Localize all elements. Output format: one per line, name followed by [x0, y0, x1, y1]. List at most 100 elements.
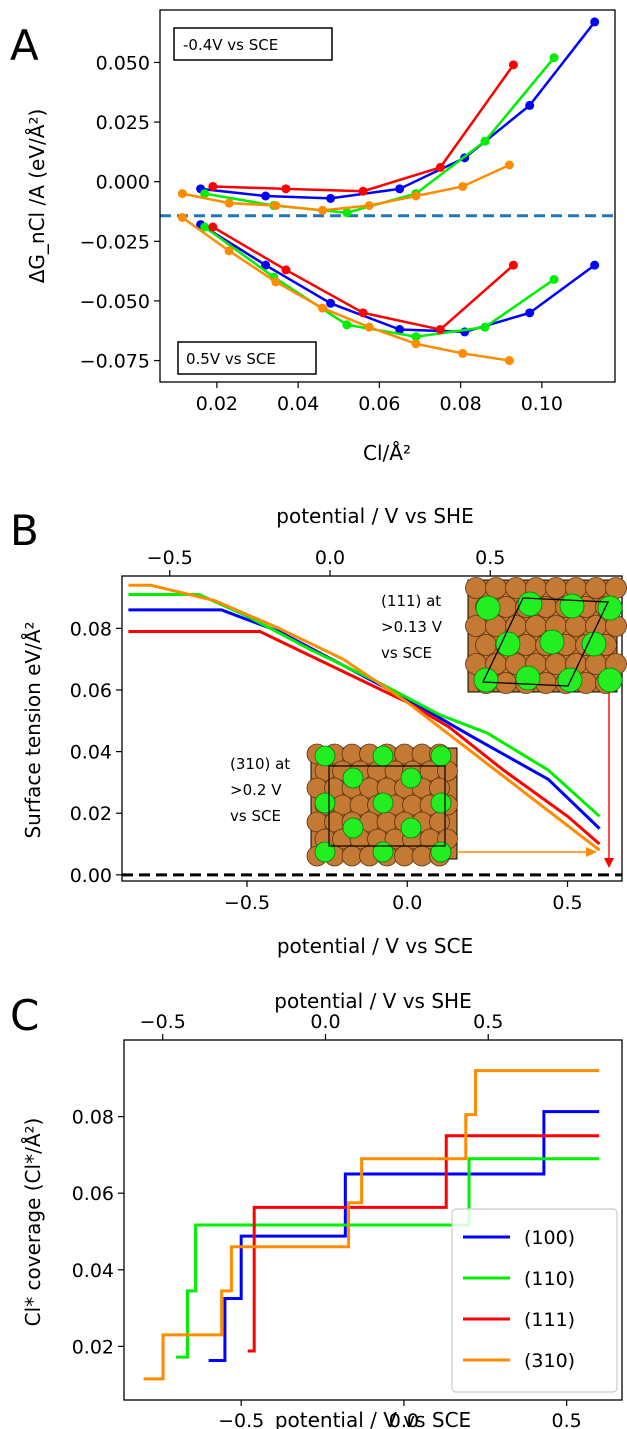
- series-line-111-neg: [212, 64, 515, 193]
- y-tick-label: 0.00: [70, 865, 112, 887]
- data-point: [395, 184, 405, 194]
- cl-atom: [430, 841, 452, 863]
- x-tick-label: 0.08: [439, 393, 481, 415]
- data-point: [364, 322, 374, 332]
- y-tick-label: −0.025: [80, 231, 150, 253]
- x-tick-label: 0.5: [552, 892, 582, 914]
- data-point: [549, 53, 559, 63]
- data-point: [318, 303, 327, 313]
- data-point: [281, 265, 291, 275]
- data-point: [326, 298, 336, 308]
- top-x-tick-label: 0.5: [473, 1011, 503, 1033]
- panel-b-xlabel: potential / V vs SCE: [277, 934, 473, 958]
- y-tick-label: 0.025: [96, 112, 150, 134]
- panel-b-top-xlabel: potential / V vs SHE: [276, 504, 473, 528]
- data-point: [504, 160, 514, 170]
- x-tick-label: 0.0: [389, 1410, 419, 1429]
- x-tick-label: 0.0: [392, 892, 422, 914]
- cl-atom: [597, 667, 623, 693]
- cl-atom: [430, 745, 452, 767]
- data-point: [261, 191, 271, 201]
- series-step-111: [247, 1134, 600, 1353]
- cl-atom: [314, 745, 336, 767]
- cl-atom: [517, 591, 543, 617]
- cu-atom: [565, 615, 587, 637]
- legend-label: (111): [524, 1309, 575, 1331]
- data-point: [395, 325, 405, 335]
- panel-b-frame: [121, 575, 623, 882]
- data-point: [411, 191, 421, 201]
- cl-atom: [372, 841, 394, 863]
- data-point: [271, 201, 281, 211]
- panel-c-ylabel: Cl* coverage (Cl*/Å²): [21, 1118, 45, 1327]
- x-tick-label: −0.5: [218, 1410, 264, 1429]
- cu-atom: [341, 845, 363, 867]
- panel-a-annotation-box-bottom: [177, 341, 317, 375]
- panel-b-ylabel: Surface tension eV/Å²: [21, 621, 45, 838]
- y-tick-label: 0.06: [72, 1183, 114, 1205]
- data-point: [261, 260, 271, 270]
- data-point: [508, 60, 518, 70]
- legend-label: (100): [524, 1227, 575, 1249]
- panel-a-annotation-top: -0.4V vs SCE: [183, 36, 278, 54]
- top-x-tick-label: −0.5: [140, 1011, 186, 1033]
- x-tick-label: 0.06: [358, 393, 400, 415]
- y-tick-label: −0.075: [80, 351, 150, 373]
- legend-frame: [451, 1208, 618, 1393]
- cu-atom: [475, 634, 497, 656]
- panel-c-legend: (100) (110) (111) (310): [451, 1208, 618, 1393]
- cl-atom: [342, 817, 364, 839]
- top-x-tick-label: 0.0: [310, 1011, 340, 1033]
- panel-c-series-layer: [143, 1069, 600, 1381]
- panel-a-ylabel: ΔG_nCl /A (eV/Å²): [25, 109, 49, 284]
- cl-atom: [400, 767, 422, 789]
- data-point: [342, 320, 352, 330]
- data-point: [200, 189, 210, 199]
- data-point: [590, 17, 600, 27]
- top-x-tick-label: 0.5: [475, 547, 505, 569]
- data-point: [504, 356, 514, 366]
- y-tick-label: 0.02: [72, 1336, 114, 1358]
- x-tick-label: 0.04: [277, 393, 319, 415]
- cl-atom: [314, 792, 336, 814]
- series-line-310: [128, 583, 601, 852]
- panel-b: B −0.5 0.0 0.5 −0.5 0.0 0.5 0.00 0.02 0.04 0.06…: [10, 504, 627, 958]
- panel-b-y-ticks: 0.00 0.02 0.04 0.06 0.08: [70, 618, 122, 887]
- cu-atom: [585, 577, 607, 599]
- panel-a-annotation-box-top: [173, 27, 333, 61]
- data-point: [364, 201, 374, 211]
- cl-atom: [372, 745, 394, 767]
- cl-atom: [557, 667, 583, 693]
- panel-c-x-ticks: −0.5 0.0 0.5: [218, 1400, 582, 1429]
- data-point: [480, 322, 490, 332]
- cl-atom: [342, 767, 364, 789]
- x-tick-label: −0.5: [224, 892, 270, 914]
- panel-c-top-ticks: −0.5 0.0 0.5: [140, 1011, 503, 1040]
- cu-atom: [545, 577, 567, 599]
- inset-111-arrowhead: [604, 858, 614, 868]
- series-line-100-pos: [199, 223, 596, 334]
- panel-c-frame: [123, 1039, 623, 1401]
- data-point: [411, 339, 421, 349]
- x-tick-label: 0.10: [521, 393, 563, 415]
- cl-atom: [475, 595, 501, 621]
- panel-a: A 0.02 0.04 0.06 0.08 0.10 −0.075 −0.050 −0.02…: [10, 9, 616, 465]
- data-point: [208, 222, 218, 232]
- data-point: [508, 260, 518, 270]
- data-point: [525, 100, 535, 110]
- panel-b-letter: B: [10, 506, 39, 555]
- data-point: [480, 136, 490, 146]
- data-point: [342, 208, 352, 218]
- data-point: [281, 184, 291, 194]
- data-point: [590, 260, 600, 270]
- x-tick-label: 0.02: [196, 393, 238, 415]
- data-point: [177, 212, 187, 222]
- data-point: [435, 162, 445, 172]
- surface-111-image: [465, 577, 627, 694]
- cl-atom: [372, 792, 394, 814]
- data-point: [435, 325, 445, 335]
- top-x-tick-label: 0.0: [315, 547, 345, 569]
- series-line-111: [128, 629, 601, 846]
